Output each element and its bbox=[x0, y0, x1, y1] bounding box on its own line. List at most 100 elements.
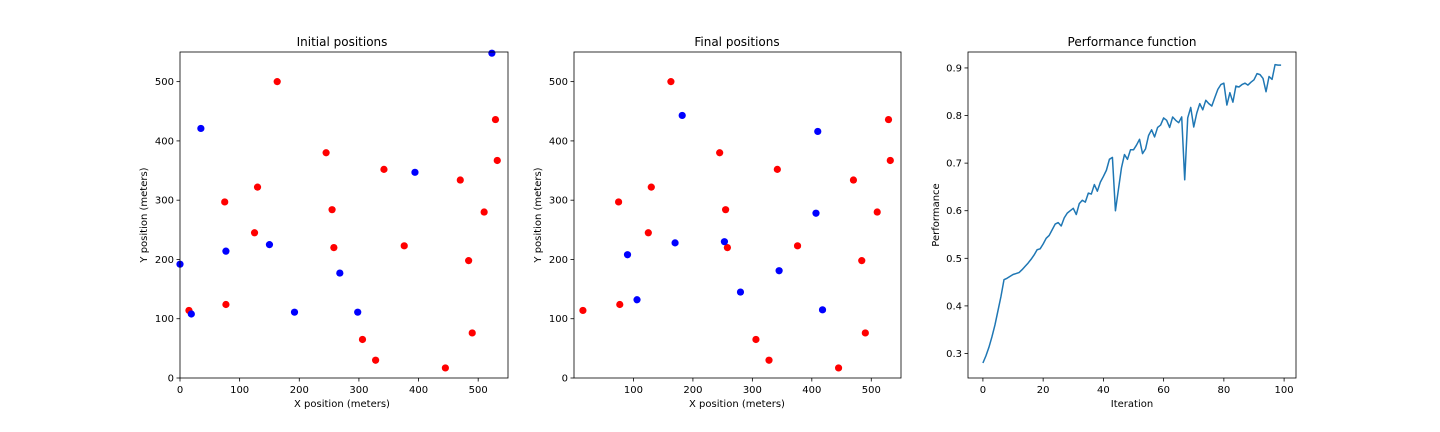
y-tick-label: 300 bbox=[155, 196, 174, 207]
y-tick-label: 400 bbox=[155, 136, 174, 147]
x-tick-label: 200 bbox=[683, 385, 702, 396]
chart-title: Performance function bbox=[1068, 35, 1197, 49]
blue-point bbox=[623, 251, 632, 259]
y-tick-label: 0.8 bbox=[946, 111, 962, 122]
axes-frame bbox=[179, 51, 509, 379]
red-point bbox=[614, 198, 623, 206]
y-tick-label: 0.9 bbox=[946, 63, 962, 74]
red-point bbox=[886, 156, 894, 165]
blue-point bbox=[720, 238, 729, 246]
x-tick-label: 100 bbox=[230, 385, 249, 396]
red-point bbox=[400, 242, 408, 250]
initial-positions-chart: Initial positions X position (meters) Y … bbox=[139, 35, 509, 410]
red-point bbox=[380, 165, 388, 173]
red-point bbox=[861, 329, 869, 337]
red-point bbox=[716, 149, 724, 157]
red-point bbox=[330, 244, 338, 252]
red-point bbox=[328, 206, 336, 214]
final-positions-chart: Final positions X position (meters) Y po… bbox=[533, 35, 902, 410]
x-axis-label: Iteration bbox=[1111, 399, 1153, 410]
y-tick-label: 500 bbox=[155, 77, 174, 88]
x-tick-label: 100 bbox=[1275, 385, 1294, 396]
red-point bbox=[858, 257, 866, 265]
red-point bbox=[441, 364, 449, 372]
red-point bbox=[765, 356, 773, 364]
blue-point bbox=[775, 267, 783, 275]
blue-point bbox=[411, 168, 419, 176]
red-point bbox=[667, 78, 675, 86]
red-point bbox=[752, 335, 760, 344]
y-tick-label: 0 bbox=[562, 374, 568, 385]
red-point bbox=[250, 229, 259, 237]
y-tick-label: 0.3 bbox=[946, 349, 962, 360]
x-tick-label: 400 bbox=[409, 385, 428, 396]
performance-line bbox=[982, 63, 1282, 364]
blue-point bbox=[187, 310, 195, 318]
y-tick-label: 0.4 bbox=[946, 301, 962, 312]
y-axis-label: Performance bbox=[931, 183, 942, 246]
red-point bbox=[221, 198, 229, 206]
y-tick-label: 500 bbox=[549, 77, 568, 88]
x-tick-label: 80 bbox=[1217, 385, 1230, 396]
axes-frame bbox=[967, 51, 1297, 379]
y-tick-label: 100 bbox=[549, 314, 568, 325]
red-point bbox=[468, 329, 476, 337]
y-tick-label: 300 bbox=[549, 196, 568, 207]
y-tick-label: 400 bbox=[549, 136, 568, 147]
blue-point bbox=[488, 49, 496, 57]
x-tick-label: 300 bbox=[743, 385, 762, 396]
performance-function-chart: Performance function Iteration Performan… bbox=[931, 35, 1297, 410]
blue-point bbox=[818, 306, 827, 314]
x-tick-label: 100 bbox=[624, 385, 643, 396]
blue-point bbox=[812, 209, 820, 217]
y-tick-label: 0.7 bbox=[946, 159, 962, 170]
blue-point bbox=[671, 239, 679, 247]
red-point bbox=[273, 78, 281, 86]
red-point bbox=[480, 208, 488, 216]
red-point bbox=[647, 183, 655, 191]
red-point bbox=[253, 183, 262, 191]
x-tick-label: 40 bbox=[1097, 385, 1110, 396]
red-point bbox=[834, 364, 843, 372]
blue-point bbox=[265, 241, 274, 249]
y-tick-label: 200 bbox=[155, 255, 174, 266]
blue-point bbox=[290, 308, 299, 316]
red-point bbox=[793, 242, 802, 250]
red-point bbox=[723, 244, 731, 252]
red-point bbox=[456, 176, 464, 184]
blue-point bbox=[336, 269, 344, 277]
y-tick-label: 200 bbox=[549, 255, 568, 266]
red-point bbox=[884, 115, 893, 124]
red-point bbox=[222, 300, 230, 309]
chart-title: Initial positions bbox=[297, 35, 388, 49]
blue-point bbox=[354, 308, 362, 316]
red-point bbox=[579, 306, 587, 315]
blue-point bbox=[814, 127, 822, 136]
y-axis-label: Y position (meters) bbox=[139, 167, 150, 263]
x-tick-label: 300 bbox=[349, 385, 368, 396]
red-point bbox=[849, 176, 858, 184]
blue-point bbox=[197, 124, 205, 133]
x-tick-label: 500 bbox=[862, 385, 881, 396]
red-point bbox=[616, 300, 624, 309]
blue-point bbox=[678, 111, 686, 120]
red-point bbox=[372, 356, 380, 364]
axes-frame bbox=[573, 51, 902, 379]
y-tick-label: 0.6 bbox=[946, 206, 962, 217]
red-point bbox=[322, 149, 330, 157]
y-tick-label: 0 bbox=[168, 374, 174, 385]
x-tick-label: 400 bbox=[802, 385, 821, 396]
red-point bbox=[491, 115, 500, 124]
x-tick-label: 60 bbox=[1157, 385, 1170, 396]
y-tick-label: 100 bbox=[155, 314, 174, 325]
x-tick-label: 200 bbox=[290, 385, 309, 396]
red-point bbox=[722, 206, 730, 214]
y-tick-label: 0.5 bbox=[946, 254, 962, 265]
red-point bbox=[358, 335, 367, 344]
red-point bbox=[465, 257, 473, 265]
red-point bbox=[644, 229, 652, 237]
blue-point bbox=[222, 247, 230, 255]
red-point bbox=[873, 208, 881, 216]
chart-title: Final positions bbox=[694, 35, 779, 49]
